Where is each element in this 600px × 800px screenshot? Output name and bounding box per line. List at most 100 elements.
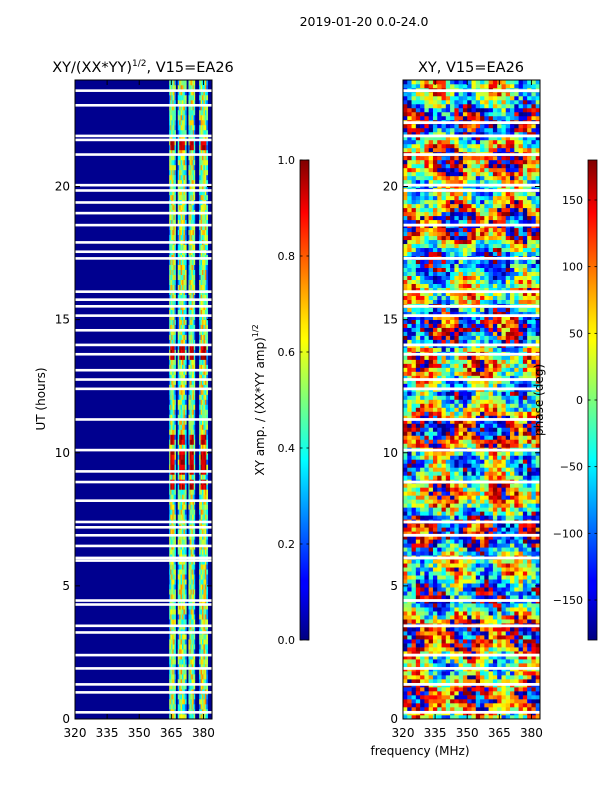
amplitude-cell (182, 259, 184, 266)
amplitude-cell (173, 659, 175, 665)
phase-cell (497, 499, 502, 504)
phase-cell (424, 619, 429, 624)
amplitude-cell (174, 444, 176, 450)
amplitude-cell (180, 694, 183, 700)
amplitude-cell (179, 159, 181, 166)
amplitude-cell (179, 324, 181, 330)
amplitude-cell (203, 384, 206, 390)
phase-cell (458, 707, 464, 712)
phase-cell (497, 603, 502, 608)
amplitude-cell (184, 449, 187, 455)
phase-cell (432, 511, 438, 516)
amplitude-cell (169, 409, 171, 415)
phase-cell (505, 699, 511, 704)
amplitude-cell (177, 139, 180, 146)
amplitude-cell (189, 89, 191, 96)
amplitude-cell (193, 649, 196, 655)
amplitude-cell (199, 664, 201, 670)
phase-cell (475, 499, 481, 504)
phase-cell (480, 603, 485, 608)
amplitude-cell (179, 584, 181, 590)
amplitude-cell (204, 549, 207, 555)
phase-cell (420, 655, 425, 660)
amplitude-cell (193, 604, 196, 610)
amplitude-cell (179, 374, 181, 380)
amplitude-cell (177, 649, 180, 655)
phase-cell (501, 539, 507, 544)
phase-cell (420, 579, 425, 584)
amplitude-cell (180, 594, 183, 600)
phase-cell (458, 515, 464, 520)
phase-cell (501, 639, 507, 644)
phase-cell (415, 663, 421, 668)
phase-cell (531, 707, 537, 712)
phase-cell (415, 651, 421, 656)
phase-cell (450, 595, 455, 600)
phase-cell (488, 703, 494, 708)
amplitude-cell (190, 474, 192, 480)
amplitude-cell (174, 399, 176, 405)
amplitude-cell (184, 339, 187, 345)
phase-cell (484, 499, 489, 504)
amplitude-cell (172, 424, 174, 430)
amplitude-cell (191, 269, 194, 275)
amplitude-cell (170, 94, 172, 101)
amplitude-cell (193, 549, 196, 555)
amplitude-cell (169, 284, 171, 290)
phase-cell (488, 659, 494, 664)
amplitude-cell (193, 319, 196, 325)
phase-cell (403, 591, 408, 596)
amplitude-cell (190, 114, 192, 121)
phase-cell (415, 687, 421, 692)
phase-cell (492, 679, 498, 684)
phase-cell (458, 671, 464, 676)
amplitude-cell (183, 319, 186, 325)
amplitude-cell (191, 389, 194, 395)
phase-cell (450, 559, 455, 564)
amplitude-cell (179, 589, 181, 595)
phase-cell (475, 651, 481, 656)
phase-cell (492, 523, 498, 528)
phase-cell (505, 627, 511, 632)
phase-cell (432, 687, 438, 692)
amplitude-cell (171, 379, 173, 385)
amplitude-cell (173, 464, 175, 470)
amplitude-cell (204, 274, 207, 280)
amplitude-cell (170, 504, 172, 510)
phase-cell (450, 655, 455, 660)
phase-cell (497, 535, 502, 540)
amplitude-cell (173, 229, 175, 236)
amplitude-cell (179, 579, 181, 585)
amplitude-cell (193, 139, 196, 146)
amplitude-cell (199, 80, 201, 86)
amplitude-cell (173, 384, 175, 390)
phase-cell (475, 687, 481, 692)
phase-cell (428, 579, 434, 584)
phase-cell (428, 551, 434, 556)
phase-cell (445, 707, 451, 712)
amplitude-cell (191, 214, 194, 221)
phase-cell (497, 631, 502, 636)
amplitude-cell (204, 439, 207, 445)
amplitude-cell (200, 374, 203, 380)
phase-cell (467, 587, 472, 592)
phase-cell (475, 691, 481, 696)
amplitude-cell (202, 599, 204, 605)
amplitude-cell (188, 539, 190, 545)
phase-cell (471, 679, 477, 684)
amplitude-cell (174, 314, 176, 320)
phase-cell (510, 587, 515, 592)
phase-cell (467, 523, 472, 528)
figure-suptitle: 2019-01-20 0.0-24.0 (300, 14, 429, 29)
phase-cell (484, 539, 489, 544)
amplitude-cell (203, 314, 206, 320)
amplitude-cell (174, 279, 176, 285)
amplitude-cell (190, 694, 192, 700)
phase-cell (484, 639, 489, 644)
phase-cell (407, 643, 412, 648)
amplitude-cell (200, 449, 203, 455)
amplitude-cell (183, 699, 186, 705)
amplitude-cell (173, 504, 175, 510)
amplitude-cell (190, 229, 192, 236)
phase-cell (514, 595, 519, 600)
